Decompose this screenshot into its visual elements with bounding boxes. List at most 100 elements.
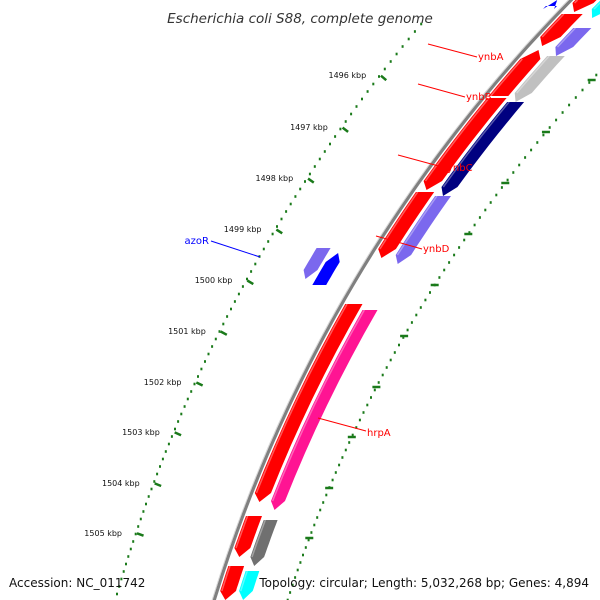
ring-dot bbox=[313, 523, 316, 527]
ring-dot bbox=[500, 186, 503, 189]
ring-dot bbox=[548, 126, 551, 129]
ring-dot bbox=[289, 591, 292, 594]
ring-dot bbox=[355, 426, 358, 429]
ring-dot bbox=[183, 405, 186, 408]
ring-dot bbox=[129, 547, 132, 551]
cds-feature bbox=[254, 304, 363, 502]
ring-dot bbox=[139, 517, 142, 521]
ring-dot bbox=[207, 352, 210, 356]
tick-label: 1498 kbp bbox=[255, 174, 293, 183]
ring-dot bbox=[506, 178, 509, 182]
ring-dot bbox=[214, 337, 217, 341]
features-reverse bbox=[239, 0, 600, 600]
cds-feature bbox=[220, 566, 245, 600]
backbone-ring bbox=[212, 0, 574, 600]
tick-label: 1501 kbp bbox=[168, 327, 206, 336]
tick-label: 1504 kbp bbox=[102, 479, 140, 488]
ring-dot bbox=[415, 313, 418, 317]
ring-dot bbox=[518, 163, 521, 167]
ring-dot bbox=[453, 253, 456, 257]
ring-dot bbox=[310, 531, 313, 534]
ring-dot bbox=[118, 585, 121, 588]
tick-label: 1500 kbp bbox=[195, 276, 233, 285]
ring-dot bbox=[137, 525, 140, 528]
ring-dot bbox=[262, 247, 265, 251]
ring-dot bbox=[361, 97, 363, 101]
major-tick bbox=[275, 228, 283, 235]
ring-dot bbox=[308, 172, 311, 176]
gene-label-ynbD: ynbD bbox=[423, 244, 450, 255]
ring-dot bbox=[316, 516, 319, 519]
cds-feature bbox=[514, 56, 565, 102]
ring-dot bbox=[489, 201, 492, 204]
ring-dot bbox=[296, 568, 299, 572]
ring-dot bbox=[406, 328, 409, 332]
ring-dot bbox=[286, 598, 289, 600]
cds-feature-sheen bbox=[271, 309, 365, 502]
ring-dot bbox=[372, 82, 375, 86]
ring-dot bbox=[304, 546, 307, 549]
cds-feature-sheen bbox=[555, 5, 560, 10]
cds-feature bbox=[378, 192, 435, 258]
ring-dot bbox=[276, 225, 278, 228]
ring-dot bbox=[338, 463, 341, 467]
tick-label: 1496 kbp bbox=[328, 71, 366, 80]
cds-feature-sheen bbox=[442, 101, 510, 188]
cds-feature-sheen bbox=[221, 565, 231, 592]
ring-dot bbox=[127, 555, 130, 558]
ring-dot bbox=[402, 336, 405, 339]
cds-feature bbox=[239, 571, 260, 600]
major-tick bbox=[380, 74, 388, 82]
ring-dot bbox=[542, 133, 545, 137]
cds-feature-sheen bbox=[255, 303, 348, 494]
ring-dot bbox=[190, 390, 193, 393]
tick-label: 1497 kbp bbox=[290, 123, 328, 132]
ring-dot bbox=[334, 135, 337, 138]
ring-dot bbox=[246, 277, 248, 281]
ring-dot bbox=[164, 450, 167, 453]
cds-feature bbox=[555, 28, 592, 56]
ring-dot bbox=[370, 396, 372, 399]
gene-label-leader bbox=[427, 43, 478, 58]
ring-dot bbox=[381, 373, 384, 377]
ring-dot bbox=[211, 345, 214, 348]
gene-label-ynbC: ynbC bbox=[447, 163, 473, 174]
ring-dot bbox=[393, 351, 396, 354]
ring-dot bbox=[389, 358, 392, 362]
ring-dot bbox=[398, 343, 400, 347]
ring-dot bbox=[218, 330, 221, 333]
outer-tick-ring bbox=[116, 22, 423, 596]
ring-dot bbox=[271, 232, 274, 236]
cds-feature-sheen bbox=[239, 570, 248, 592]
ring-dot bbox=[226, 315, 229, 318]
ring-dot bbox=[132, 540, 135, 543]
ring-dot bbox=[156, 472, 159, 476]
ring-dot bbox=[153, 480, 156, 483]
ring-dot bbox=[536, 141, 539, 144]
ring-dot bbox=[237, 292, 240, 296]
ring-dot bbox=[348, 441, 351, 444]
backbone-highlight bbox=[211, 0, 570, 600]
inner-tick-ring bbox=[286, 73, 598, 600]
major-tick bbox=[154, 482, 162, 488]
ring-dot bbox=[366, 90, 369, 93]
cds-feature bbox=[591, 0, 600, 18]
ring-dot bbox=[555, 118, 558, 122]
gene-label-leader bbox=[417, 83, 466, 98]
ring-dot bbox=[280, 217, 283, 221]
ring-dot bbox=[530, 148, 533, 152]
gene-label-leader bbox=[397, 154, 447, 169]
ring-dot bbox=[116, 592, 118, 596]
ring-dot bbox=[289, 202, 292, 206]
gene-label-leader bbox=[317, 417, 367, 432]
cds-feature bbox=[271, 310, 378, 510]
ring-dot bbox=[407, 37, 410, 41]
ring-dot bbox=[448, 261, 451, 264]
ring-dot bbox=[319, 508, 322, 512]
ring-dot bbox=[561, 111, 564, 114]
gene-label-azoR: azoR bbox=[185, 236, 209, 247]
ring-dot bbox=[329, 142, 331, 146]
ring-dot bbox=[125, 562, 127, 566]
features-forward bbox=[220, 0, 597, 600]
